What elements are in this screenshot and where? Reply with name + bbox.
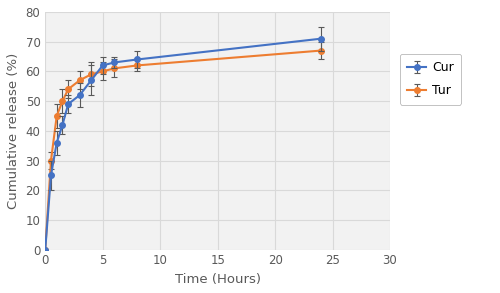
X-axis label: Time (Hours): Time (Hours): [174, 273, 260, 286]
Legend: Cur, Tur: Cur, Tur: [400, 54, 462, 105]
Y-axis label: Cumulative release (%): Cumulative release (%): [7, 53, 20, 209]
